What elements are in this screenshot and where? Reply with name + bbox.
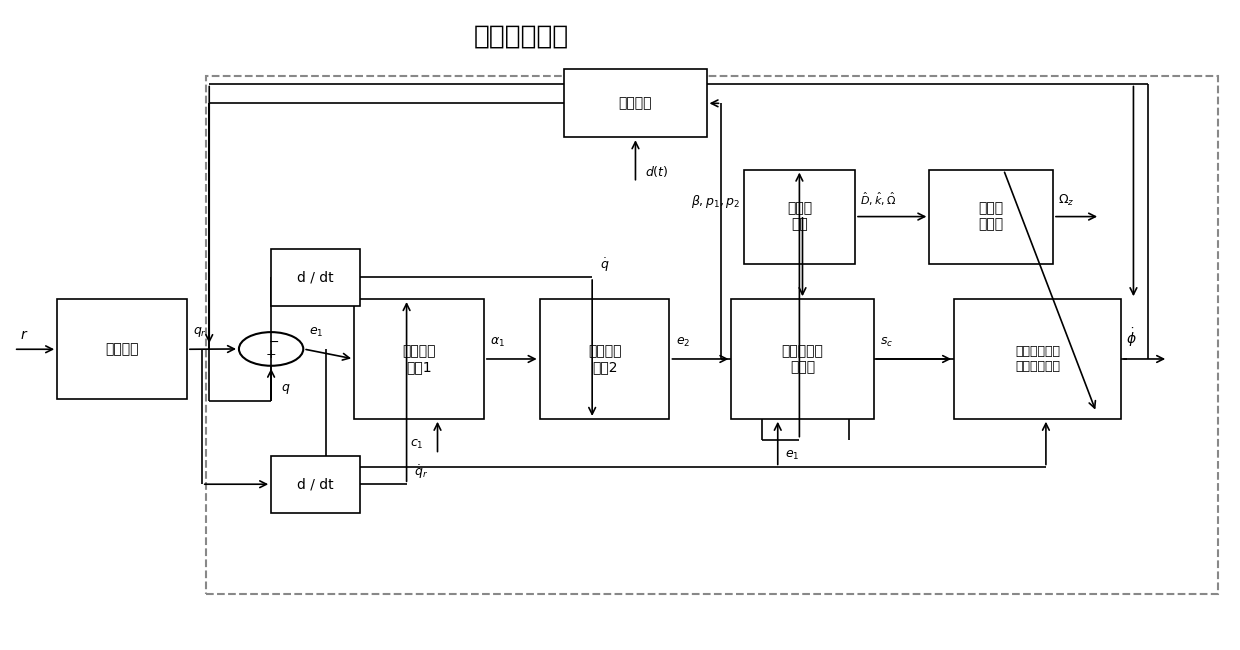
FancyBboxPatch shape (564, 70, 707, 137)
Text: $-$: $-$ (268, 335, 279, 348)
Text: $c_1$: $c_1$ (410, 438, 424, 451)
Text: 反演设计
步骤1: 反演设计 步骤1 (402, 344, 435, 374)
Text: $\dot{q}_r$: $\dot{q}_r$ (414, 463, 428, 481)
FancyBboxPatch shape (353, 299, 484, 419)
Text: $\alpha_1$: $\alpha_1$ (490, 335, 505, 348)
Text: $\Omega_z$: $\Omega_z$ (1058, 192, 1074, 207)
Text: $e_1$: $e_1$ (310, 326, 324, 339)
Text: d / dt: d / dt (298, 270, 334, 284)
Text: 微陀螺仪: 微陀螺仪 (619, 96, 652, 110)
Text: $q$: $q$ (281, 382, 290, 396)
Text: $+$: $+$ (265, 348, 277, 361)
Text: $s_c$: $s_c$ (880, 335, 893, 348)
FancyBboxPatch shape (732, 299, 874, 419)
Text: 自适应
机制: 自适应 机制 (787, 202, 812, 231)
FancyBboxPatch shape (954, 299, 1121, 419)
Text: $e_1$: $e_1$ (785, 449, 800, 462)
Text: 反演设计
步骤2: 反演设计 步骤2 (588, 344, 621, 374)
Text: 反演控制系统: 反演控制系统 (474, 24, 569, 50)
FancyBboxPatch shape (57, 299, 187, 400)
FancyBboxPatch shape (272, 249, 360, 306)
Text: $q_r$: $q_r$ (193, 324, 207, 339)
FancyBboxPatch shape (929, 170, 1053, 263)
Text: $\hat{D}, \hat{k}, \hat{\Omega}$: $\hat{D}, \hat{k}, \hat{\Omega}$ (861, 190, 897, 207)
Text: $d(t)$: $d(t)$ (645, 164, 668, 179)
Text: 非奇异终端
滑模面: 非奇异终端 滑模面 (781, 344, 823, 374)
Text: 反演非奇异终
端滑模控制器: 反演非奇异终 端滑模控制器 (1016, 345, 1060, 373)
Text: $r$: $r$ (20, 328, 29, 341)
Text: 参考模型: 参考模型 (105, 343, 139, 356)
Text: $\dot{\phi}$: $\dot{\phi}$ (1126, 326, 1137, 348)
FancyBboxPatch shape (744, 170, 856, 263)
FancyBboxPatch shape (272, 456, 360, 513)
FancyBboxPatch shape (539, 299, 670, 419)
Text: $e_2$: $e_2$ (676, 335, 689, 348)
Text: d / dt: d / dt (298, 477, 334, 491)
Text: 角速度
估计值: 角速度 估计值 (978, 202, 1003, 231)
Text: $\dot{q}$: $\dot{q}$ (600, 256, 609, 274)
Text: $\beta, p_1, p_2$: $\beta, p_1, p_2$ (691, 193, 740, 210)
